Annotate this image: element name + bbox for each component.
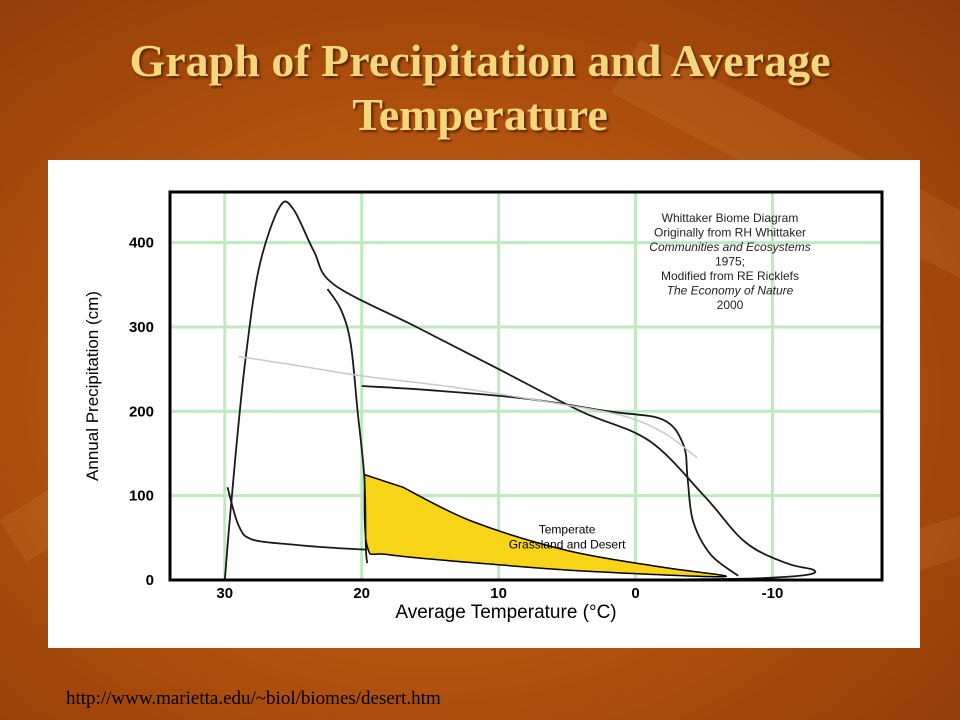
y-tick-label: 100 (129, 488, 154, 505)
annotation-line: Communities and Ecosystems (649, 240, 810, 254)
biome-boundary-curve (226, 486, 368, 551)
region-label-line: Grassland and Desert (509, 538, 626, 552)
y-tick-label: 0 (146, 572, 154, 589)
x-tick-label: 0 (631, 585, 639, 602)
x-tick-label: 20 (353, 585, 370, 602)
biome-boundary-curve (326, 288, 369, 564)
y-tick-label: 200 (129, 403, 154, 420)
annotation-line: Whittaker Biome Diagram (662, 211, 799, 225)
x-tick-label: 10 (490, 585, 507, 602)
y-tick-label: 400 (129, 235, 154, 252)
source-url: http://www.marietta.edu/~biol/biomes/des… (66, 688, 441, 709)
biome-boundary-curve (361, 385, 739, 577)
x-tick-label: 30 (216, 585, 233, 602)
x-axis-label: Average Temperature (°C) (395, 602, 616, 623)
x-tick-label: -10 (762, 585, 784, 602)
slide-title-line2: Temperature (352, 89, 608, 140)
annotation-line: 2000 (717, 298, 744, 312)
temperate-grassland-desert-region (363, 473, 728, 578)
annotation-line: 1975; (715, 255, 745, 269)
chart-panel: Temperate Grassland and Desert 30 20 10 0 -10… (48, 160, 920, 648)
y-axis-label: Annual Precipitation (cm) (83, 291, 102, 481)
biome-boundary-curve (238, 355, 698, 459)
annotation-line: Originally from RH Whittaker (654, 226, 806, 240)
plot-frame (168, 190, 884, 582)
slide-title: Graph of Precipitation and Average Tempe… (0, 34, 960, 142)
region-label-line: Temperate (539, 523, 596, 537)
annotation-line: Modified from RE Ricklefs (661, 269, 799, 283)
slide-title-line1: Graph of Precipitation and Average (129, 35, 831, 86)
annotation-line: The Economy of Nature (667, 284, 794, 298)
y-tick-label: 300 (129, 319, 154, 336)
